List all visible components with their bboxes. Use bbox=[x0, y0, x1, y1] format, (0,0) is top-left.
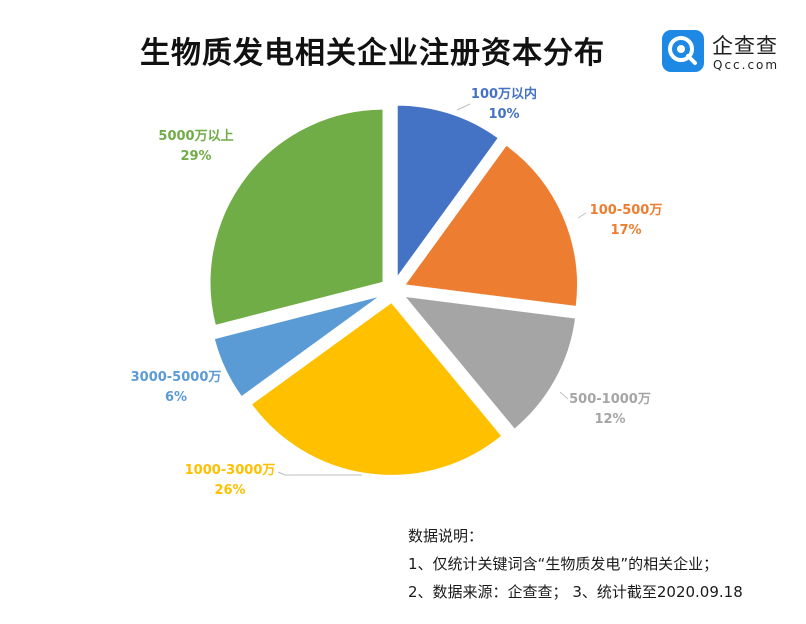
qcc-logo-icon bbox=[662, 30, 704, 72]
pie-slice-4 bbox=[212, 294, 383, 399]
logo-name: 企查查 bbox=[712, 34, 778, 58]
notes-line-2: 2、数据来源：企查查； 3、统计截至2020.09.18 bbox=[408, 583, 743, 601]
leader-line-1 bbox=[577, 212, 587, 219]
slice-label-3: 1000-3000万 bbox=[185, 463, 276, 478]
slice-percent-4: 6% bbox=[165, 390, 187, 405]
slice-percent-0: 10% bbox=[488, 107, 519, 122]
data-notes: 数据说明： 1、仅统计关键词含“生物质发电”的相关企业； 2、数据来源：企查查；… bbox=[408, 522, 743, 606]
slice-label-0: 100万以内 bbox=[471, 86, 537, 102]
pie-slice-0 bbox=[395, 103, 501, 282]
slice-label-2: 500-1000万 bbox=[569, 392, 651, 407]
slice-percent-5: 29% bbox=[180, 149, 211, 164]
pie-slice-1 bbox=[402, 143, 580, 309]
notes-line-1: 1、仅统计关键词含“生物质发电”的相关企业； bbox=[408, 555, 719, 573]
qcc-logo: 企查查 Qcc.com bbox=[662, 30, 792, 76]
leader-line-2 bbox=[559, 391, 569, 400]
leader-line-3 bbox=[277, 471, 362, 476]
slice-percent-1: 17% bbox=[610, 223, 641, 238]
slice-label-1: 100-500万 bbox=[590, 203, 663, 218]
notes-heading: 数据说明： bbox=[408, 527, 484, 545]
pie-slice-5 bbox=[208, 107, 385, 328]
slice-percent-2: 12% bbox=[594, 412, 625, 427]
slice-label-4: 3000-5000万 bbox=[131, 370, 222, 385]
chart-title: 生物质发电相关企业注册资本分布 bbox=[140, 36, 605, 71]
slice-label-5: 5000万以上 bbox=[158, 129, 233, 144]
pie-slice-3 bbox=[249, 300, 504, 477]
logo-url: Qcc.com bbox=[713, 58, 780, 72]
leader-line-0 bbox=[456, 103, 471, 111]
pie-slice-2 bbox=[401, 294, 578, 432]
slice-percent-3: 26% bbox=[214, 483, 245, 498]
